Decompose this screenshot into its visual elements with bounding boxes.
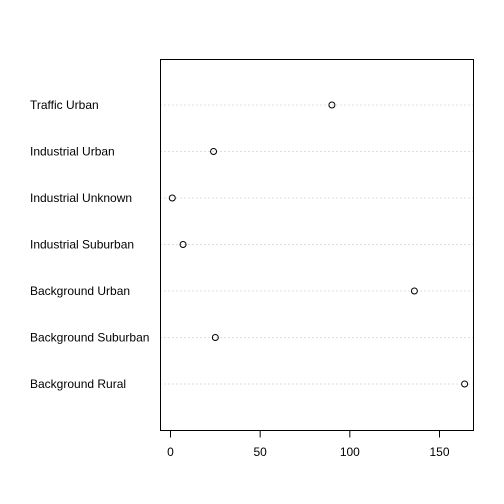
data-point — [211, 334, 219, 341]
data-point — [179, 241, 187, 248]
category-label: Background Rural — [30, 377, 126, 391]
guide-lines — [160, 104, 474, 385]
data-point — [410, 287, 418, 295]
x-tick-label: 0 — [167, 445, 174, 459]
data-point — [461, 380, 469, 388]
x-tick-label: 50 — [253, 445, 267, 459]
data-point — [328, 101, 336, 109]
data-point — [210, 148, 218, 155]
category-label: Industrial Unknown — [30, 191, 132, 205]
category-labels: Traffic Urban Industrial Urban Industrial … — [30, 98, 149, 391]
category-label: Traffic Urban — [30, 98, 99, 112]
category-label: Industrial Urban — [30, 145, 115, 159]
x-axis: 0 50 100 150 — [167, 430, 450, 459]
data-points — [168, 101, 469, 388]
data-point — [168, 194, 176, 202]
category-label: Background Suburban — [30, 331, 149, 345]
category-label: Background Urban — [30, 284, 130, 298]
category-label: Industrial Suburban — [30, 238, 134, 252]
x-tick-label: 100 — [340, 445, 360, 459]
x-tick-label: 150 — [429, 445, 449, 459]
